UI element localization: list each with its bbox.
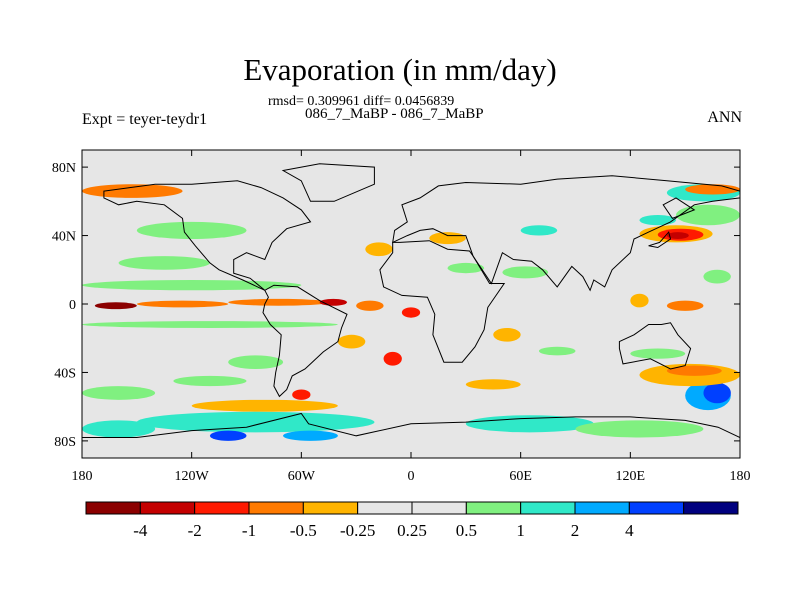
anomaly-region-17 xyxy=(465,415,594,433)
anomaly-region-44 xyxy=(538,346,576,356)
anomaly-region-16 xyxy=(283,430,338,441)
colorbar-label-2: -1 xyxy=(242,521,256,540)
x-tick-label-5: 120E xyxy=(616,469,646,484)
anomaly-region-26 xyxy=(666,232,689,239)
stats-line: rmsd= 0.309961 diff= 0.0456839 xyxy=(268,94,455,109)
coastline-5 xyxy=(618,322,692,370)
y-tick-label-0: 80N xyxy=(52,161,76,176)
anomaly-region-2 xyxy=(136,300,229,308)
colorbar-label-9: 4 xyxy=(625,521,634,540)
expt-label: Expt = teyer-teydr1 xyxy=(82,111,208,128)
colorbar-box-10 xyxy=(628,501,685,515)
case-line: 086_7_MaBP - 086_7_MaBP xyxy=(305,106,484,122)
anomaly-region-1 xyxy=(94,302,137,310)
anomaly-region-9 xyxy=(228,355,284,370)
anomaly-region-15 xyxy=(209,430,247,441)
anomaly-region-34 xyxy=(365,242,393,257)
colorbar-box-3 xyxy=(248,501,304,515)
colorbar-box-5 xyxy=(357,501,413,515)
anomaly-region-46 xyxy=(520,225,558,236)
anomaly-region-10 xyxy=(173,375,247,387)
colorbar-box-11 xyxy=(683,501,739,515)
coastline-0 xyxy=(103,180,312,291)
colorbar-box-1 xyxy=(139,501,196,515)
anomaly-regions xyxy=(82,184,740,441)
colorbar-label-0: -4 xyxy=(133,521,148,540)
colorbar-label-1: -2 xyxy=(188,521,202,540)
axis-ticks: 180 120W 60W 0 60E 120E 180 80N 40N 0 40S 80S xyxy=(52,150,751,484)
colorbar-box-9 xyxy=(574,501,630,515)
x-tick-label-3: 0 xyxy=(408,469,415,484)
coastline-6 xyxy=(82,412,740,458)
anomaly-region-39 xyxy=(292,389,311,400)
colorbar-box-8 xyxy=(520,501,576,515)
coastline-4 xyxy=(392,175,740,292)
y-tick-label-4: 80S xyxy=(54,435,76,450)
x-tick-label-6: 180 xyxy=(730,469,751,484)
coastline-7 xyxy=(662,197,696,220)
anomaly-region-13 xyxy=(136,411,375,433)
colorbar-box-7 xyxy=(465,501,522,515)
y-tick-label-2: 0 xyxy=(69,298,76,313)
anomaly-region-11 xyxy=(82,386,156,400)
anomaly-region-36 xyxy=(401,307,421,318)
coastlines xyxy=(82,163,740,458)
anomaly-region-32 xyxy=(630,293,649,308)
colorbar-box-4 xyxy=(302,501,359,515)
anomaly-region-6 xyxy=(118,256,210,270)
colorbar-label-5: 0.25 xyxy=(397,521,427,540)
season-label: ANN xyxy=(707,109,742,126)
chart-title: Evaporation (in mm/day) xyxy=(243,52,557,87)
anomaly-region-8 xyxy=(82,321,338,328)
colorbar-box-2 xyxy=(194,501,250,515)
anomaly-region-0 xyxy=(82,184,183,198)
anomaly-region-30 xyxy=(685,184,740,195)
anomaly-region-41 xyxy=(447,262,485,274)
x-tick-label-0: 180 xyxy=(72,469,93,484)
anomaly-region-27 xyxy=(639,215,677,226)
anomaly-region-37 xyxy=(337,334,366,349)
anomaly-region-20 xyxy=(703,382,731,404)
anomaly-region-31 xyxy=(703,269,731,284)
anomaly-region-35 xyxy=(356,300,384,311)
colorbar-label-8: 2 xyxy=(571,521,580,540)
colorbar-label-4: -0.25 xyxy=(340,521,375,540)
anomaly-region-5 xyxy=(82,280,302,291)
colorbar-label-6: 0.5 xyxy=(456,521,477,540)
x-tick-label-4: 60E xyxy=(509,469,532,484)
y-tick-label-1: 40N xyxy=(52,230,76,245)
anomaly-region-12 xyxy=(191,399,338,412)
anomaly-region-40 xyxy=(429,232,466,245)
coastline-8 xyxy=(648,231,672,249)
anomaly-region-45 xyxy=(465,379,521,390)
anomaly-region-3 xyxy=(228,298,329,306)
anomaly-region-22 xyxy=(666,365,722,376)
anomaly-region-23 xyxy=(630,348,686,359)
anomaly-region-33 xyxy=(666,300,704,311)
colorbar-label-3: -0.5 xyxy=(290,521,317,540)
anomaly-region-42 xyxy=(502,266,549,279)
x-tick-label-1: 120W xyxy=(175,469,210,484)
coastline-1 xyxy=(262,284,348,398)
anomaly-region-28 xyxy=(676,204,740,226)
colorbar-box-0 xyxy=(85,501,141,515)
coastline-2 xyxy=(281,163,375,202)
colorbar-box-6 xyxy=(411,501,467,515)
anomaly-region-7 xyxy=(136,221,247,239)
anomaly-region-38 xyxy=(383,351,402,366)
colorbar: -4 -2 -1 -0.5 -0.25 0.25 0.5 1 2 4 xyxy=(85,501,739,540)
colorbar-label-7: 1 xyxy=(516,521,525,540)
coastline-3 xyxy=(379,240,506,363)
x-tick-label-2: 60W xyxy=(288,469,316,484)
anomaly-region-43 xyxy=(493,327,521,342)
anomaly-region-14 xyxy=(82,420,156,438)
anomaly-region-18 xyxy=(575,420,704,438)
y-tick-label-3: 40S xyxy=(54,366,76,381)
